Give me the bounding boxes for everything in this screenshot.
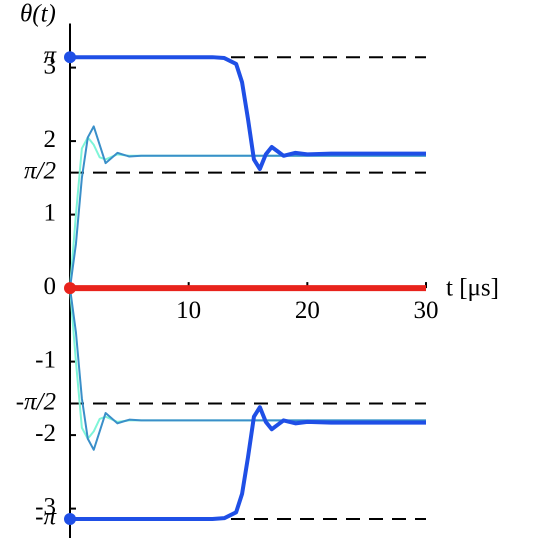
- series-line: [69, 136, 426, 289]
- start-marker: [64, 51, 76, 64]
- y-tick-label: -π/2: [16, 388, 56, 415]
- y-tick-label: 0: [44, 273, 57, 300]
- series-line: [70, 55, 426, 172]
- y-tick-label: 1: [44, 199, 57, 226]
- y-tick-label: -π: [35, 504, 57, 531]
- y-axis-label: θ(t): [20, 1, 56, 28]
- x-tick-label: 30: [414, 297, 439, 324]
- y-tick-label: 3: [44, 52, 57, 79]
- y-tick-label: π: [43, 42, 57, 69]
- y-tick-label: π/2: [24, 157, 56, 184]
- series-line: [69, 287, 426, 451]
- y-tick-label: -2: [35, 420, 56, 447]
- series-line: [69, 288, 426, 440]
- y-tick-label: -1: [35, 346, 56, 373]
- x-tick-label: 20: [295, 297, 320, 324]
- series-line: [70, 405, 426, 522]
- y-tick-label: 2: [44, 126, 57, 153]
- x-tick-label: 10: [176, 297, 201, 324]
- series-line: [69, 125, 426, 289]
- x-axis-label: t [μs]: [446, 275, 499, 302]
- y-tick-label: -3: [35, 493, 56, 520]
- start-marker: [64, 282, 76, 295]
- start-marker: [64, 513, 76, 526]
